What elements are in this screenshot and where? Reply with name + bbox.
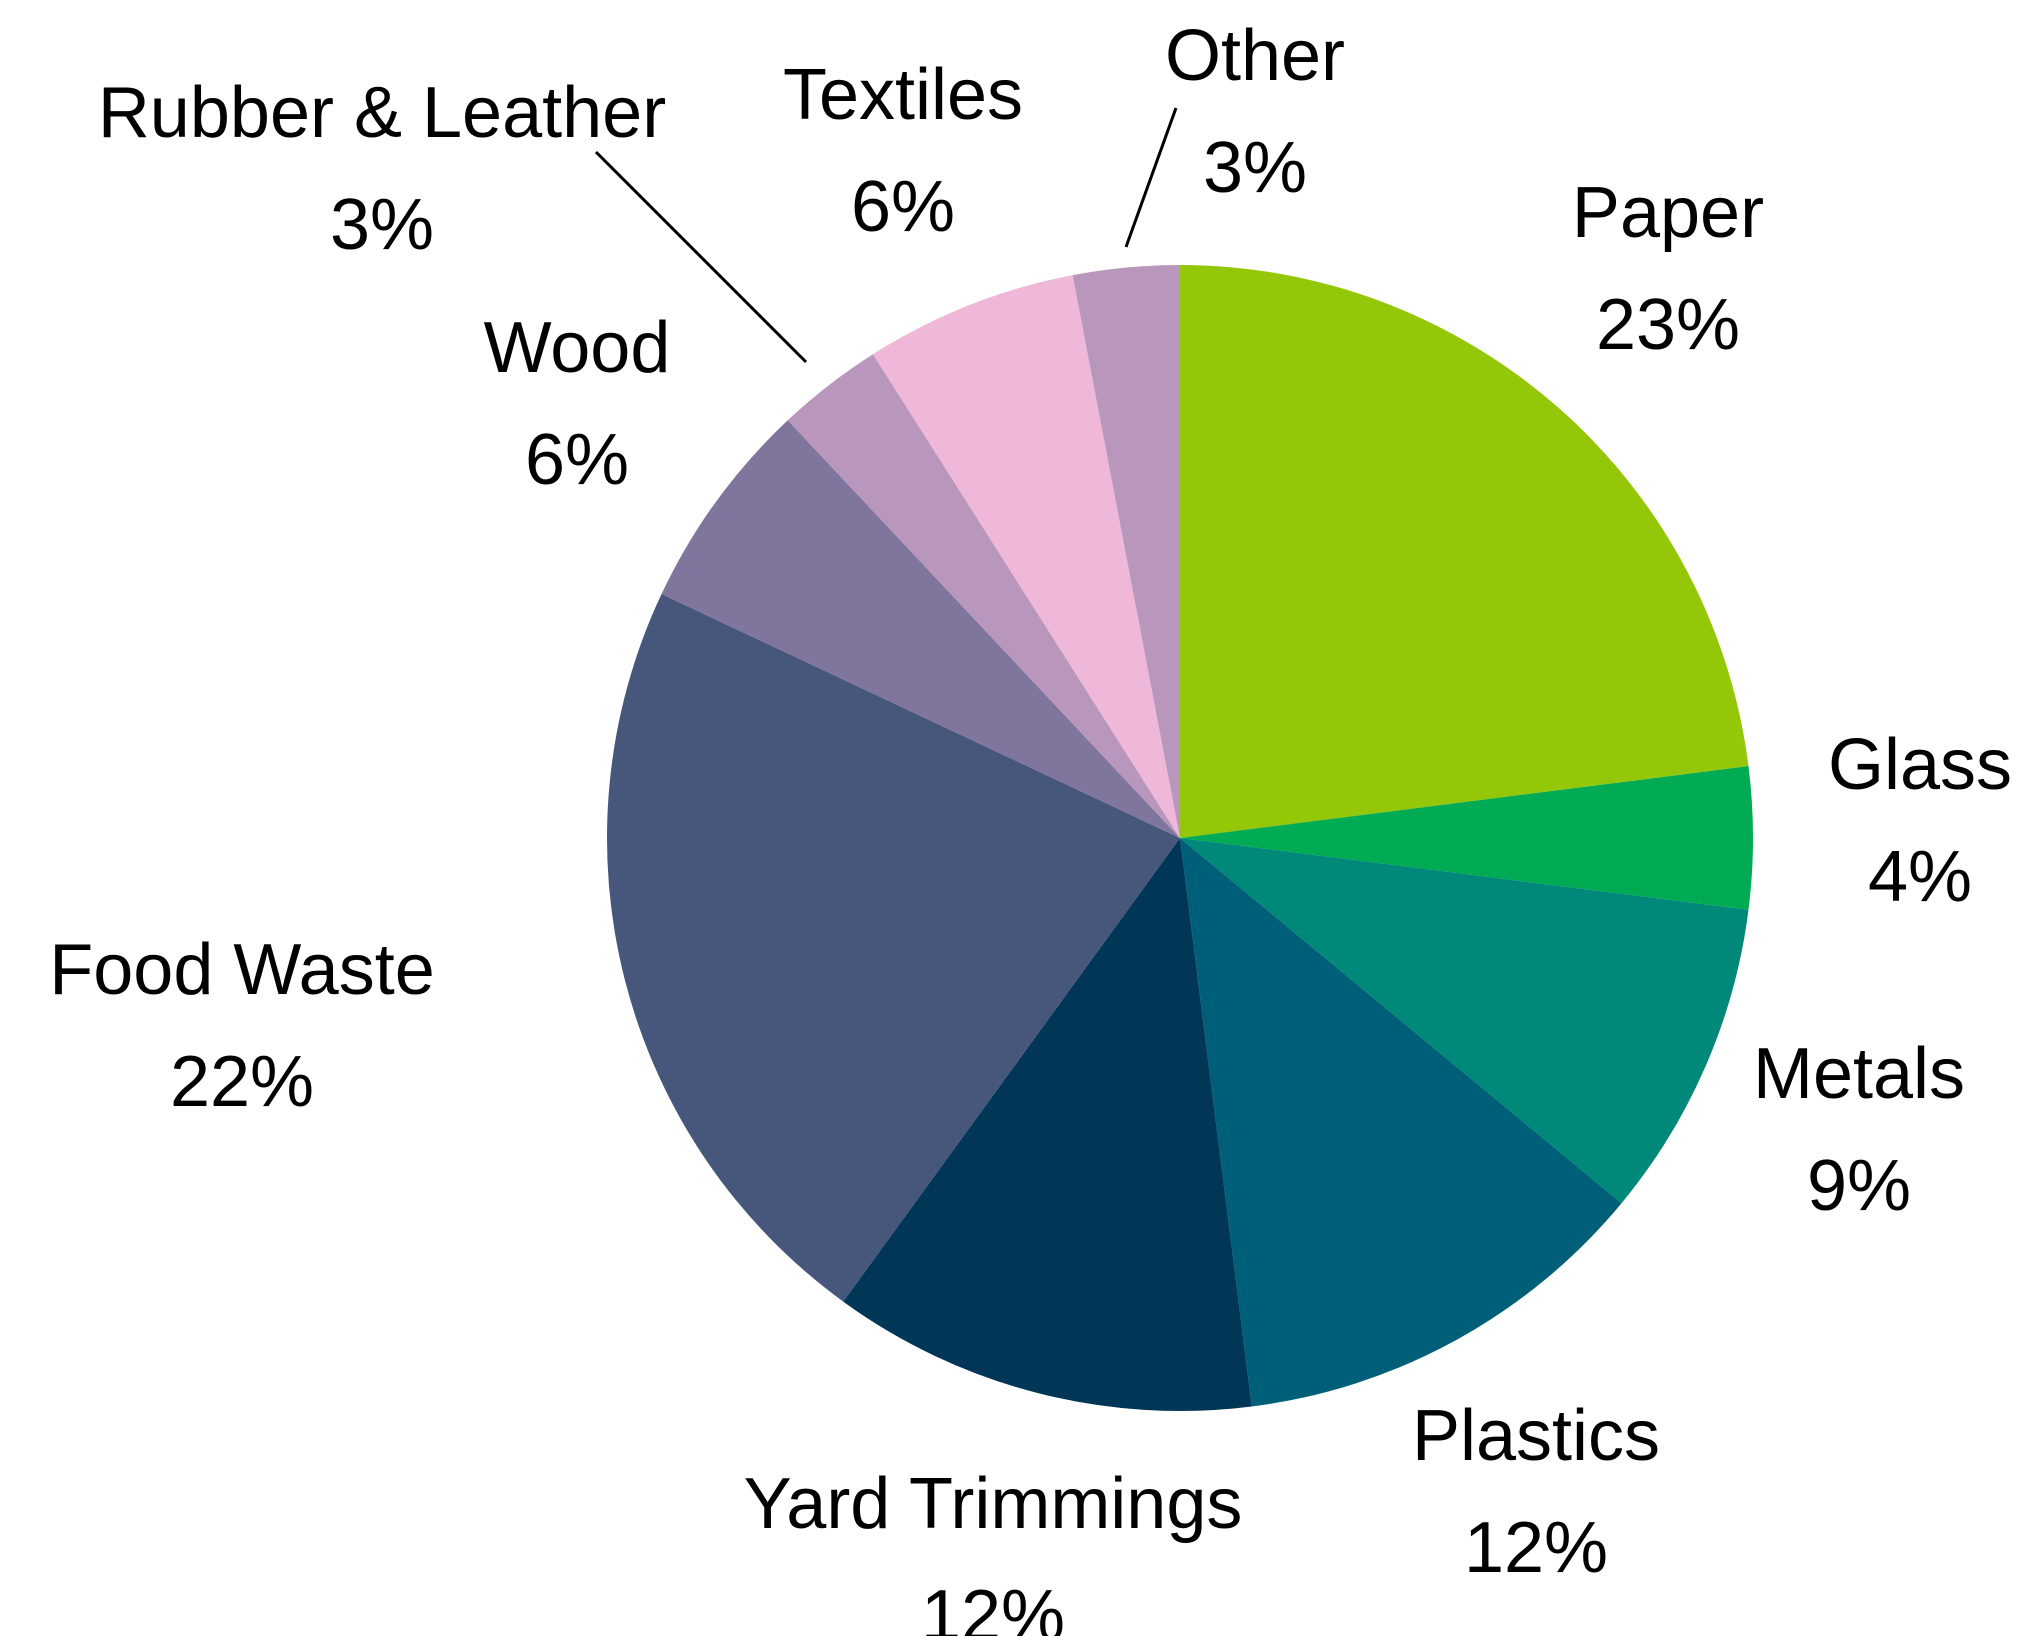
pie-slice-textiles <box>872 275 1180 838</box>
leader-lines <box>594 107 1178 364</box>
slice-label-food-waste: Food Waste <box>49 930 435 1010</box>
pie-slice-metals <box>1180 838 1749 1204</box>
pie-slice-yard-trimmings <box>843 838 1252 1411</box>
slice-label-metals: Metals <box>1753 1034 1965 1114</box>
pie-slice-other <box>1072 265 1180 838</box>
slice-label-wood: Wood <box>484 308 671 388</box>
slice-value-rubber-and-leather: 3% <box>330 185 434 265</box>
pie-slice-food-waste <box>606 594 1180 1302</box>
pie-slice-rubber-and-leather <box>787 354 1180 838</box>
leader-line-other <box>1124 107 1178 248</box>
leader-line-rubber-and-leather <box>594 150 808 364</box>
pie-slice-glass <box>1180 766 1753 910</box>
slice-value-food-waste: 22% <box>170 1042 314 1122</box>
slice-labels: Paper 23% Glass 4% Metals 9% Plastics 12% Yard T… <box>49 16 2012 1636</box>
slice-value-paper: 23% <box>1596 285 1740 365</box>
slice-value-textiles: 6% <box>851 167 955 247</box>
slice-label-other: Other <box>1165 16 1345 96</box>
slice-value-metals: 9% <box>1807 1146 1911 1226</box>
slice-label-textiles: Textiles <box>783 55 1023 135</box>
slice-label-glass: Glass <box>1828 725 2012 805</box>
pie-slice-wood <box>661 420 1180 838</box>
slice-value-glass: 4% <box>1868 837 1972 917</box>
pie-slices <box>606 265 1753 1411</box>
slice-value-plastics: 12% <box>1464 1508 1608 1588</box>
slice-value-other: 3% <box>1203 128 1307 208</box>
pie-slice-paper <box>1180 265 1749 838</box>
slice-label-plastics: Plastics <box>1412 1396 1660 1476</box>
slice-value-wood: 6% <box>525 420 629 500</box>
slice-label-paper: Paper <box>1572 173 1764 253</box>
slice-label-yard-trimmings: Yard Trimmings <box>744 1464 1243 1544</box>
pie-slice-plastics <box>1180 838 1622 1407</box>
slice-value-yard-trimmings: 12% <box>921 1576 1065 1636</box>
slice-label-rubber-and-leather: Rubber & Leather <box>98 73 666 153</box>
